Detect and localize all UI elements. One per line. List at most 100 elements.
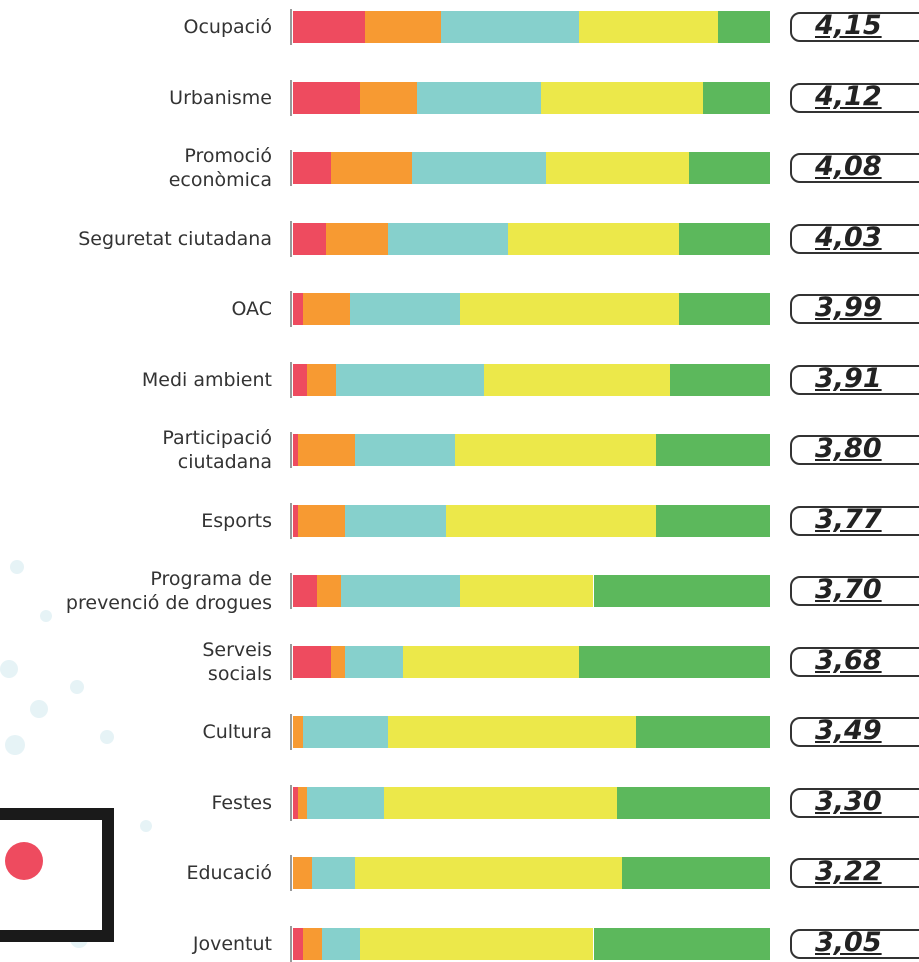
bar-segment xyxy=(594,575,770,607)
category-label: Promoció econòmica xyxy=(0,144,272,192)
bar-segment xyxy=(298,505,346,537)
category-label: Joventut xyxy=(0,932,272,956)
bar-segment xyxy=(546,152,689,184)
bar-segment xyxy=(617,787,770,819)
category-label: Esports xyxy=(0,509,272,533)
axis-line xyxy=(290,80,292,116)
score-label: 3,05 xyxy=(815,928,915,958)
bar-segment xyxy=(460,575,594,607)
bar-segment xyxy=(303,928,322,960)
bar-segment xyxy=(403,646,579,678)
bar-segment xyxy=(303,716,389,748)
bar-segment xyxy=(293,364,307,396)
score-label: 3,80 xyxy=(815,434,915,464)
bar-segment xyxy=(307,787,383,819)
axis-line xyxy=(290,150,292,186)
axis-line xyxy=(290,714,292,750)
bar-segment xyxy=(336,364,484,396)
page: {"chart_data": {"type": "bar", "orientat… xyxy=(0,0,919,960)
bar-segment xyxy=(446,505,656,537)
bar-segment xyxy=(293,928,303,960)
score-label: 3,49 xyxy=(815,716,915,746)
category-label: Serveis socials xyxy=(0,638,272,686)
dot xyxy=(30,700,48,718)
bar-segment xyxy=(417,82,541,114)
score-label: 4,08 xyxy=(815,152,915,182)
bar-segment xyxy=(656,505,770,537)
bar-segment xyxy=(656,434,770,466)
category-label: Programa de prevenció de drogues xyxy=(0,567,272,615)
bar-segment xyxy=(293,857,312,889)
bar-segment xyxy=(360,82,417,114)
bar-segment xyxy=(388,223,507,255)
bar-segment xyxy=(622,857,770,889)
bar-segment xyxy=(594,928,770,960)
score-label: 3,77 xyxy=(815,505,915,535)
score-label: 3,30 xyxy=(815,787,915,817)
bar-segment xyxy=(579,646,770,678)
bar-segment xyxy=(460,293,679,325)
bar-segment xyxy=(689,152,770,184)
bar-segment xyxy=(679,293,770,325)
bar-segment xyxy=(388,716,636,748)
bar-segment xyxy=(360,928,594,960)
bar-segment xyxy=(670,364,770,396)
category-label: Cultura xyxy=(0,720,272,744)
bar-segment xyxy=(293,575,317,607)
bar-segment xyxy=(303,293,351,325)
bar-segment xyxy=(441,11,579,43)
bar-segment xyxy=(331,646,345,678)
bar-segment xyxy=(703,82,770,114)
axis-line xyxy=(290,785,292,821)
bar-segment xyxy=(508,223,680,255)
score-label: 4,12 xyxy=(815,82,915,112)
bar-segment xyxy=(293,293,303,325)
bar-segment xyxy=(355,434,455,466)
bar-segment xyxy=(345,646,402,678)
category-label: OAC xyxy=(0,297,272,321)
axis-line xyxy=(290,855,292,891)
category-label: Participació ciutadana xyxy=(0,426,272,474)
axis-line xyxy=(290,644,292,680)
axis-line xyxy=(290,221,292,257)
bar-segment xyxy=(455,434,655,466)
bar-segment xyxy=(293,223,326,255)
bar-segment xyxy=(345,505,445,537)
bar-segment xyxy=(312,857,355,889)
score-label: 3,70 xyxy=(815,575,915,605)
axis-line xyxy=(290,291,292,327)
bar-segment xyxy=(355,857,622,889)
axis-line xyxy=(290,432,292,468)
axis-line xyxy=(290,9,292,45)
score-label: 3,22 xyxy=(815,857,915,887)
score-label: 4,15 xyxy=(815,11,915,41)
bar-segment xyxy=(718,11,770,43)
bar-segment xyxy=(298,787,308,819)
score-label: 4,03 xyxy=(815,223,915,253)
category-label: Educació xyxy=(0,861,272,885)
category-label: Urbanisme xyxy=(0,86,272,110)
category-label: Ocupació xyxy=(0,15,272,39)
bar-segment xyxy=(322,928,360,960)
bar-segment xyxy=(293,716,303,748)
bar-segment xyxy=(326,223,388,255)
bar-segment xyxy=(298,434,355,466)
bar-segment xyxy=(679,223,770,255)
bar-segment xyxy=(636,716,770,748)
bar-segment xyxy=(350,293,460,325)
bar-segment xyxy=(307,364,336,396)
category-label: Medi ambient xyxy=(0,368,272,392)
bar-segment xyxy=(484,364,670,396)
bar-segment xyxy=(293,11,365,43)
category-label: Seguretat ciutadana xyxy=(0,227,272,251)
axis-line xyxy=(290,503,292,539)
score-label: 3,99 xyxy=(815,293,915,323)
bar-segment xyxy=(293,82,360,114)
bar-segment xyxy=(293,152,331,184)
bar-segment xyxy=(331,152,412,184)
category-label: Festes xyxy=(0,791,272,815)
bar-segment xyxy=(412,152,546,184)
dot xyxy=(140,820,152,832)
score-label: 3,68 xyxy=(815,646,915,676)
axis-line xyxy=(290,573,292,609)
